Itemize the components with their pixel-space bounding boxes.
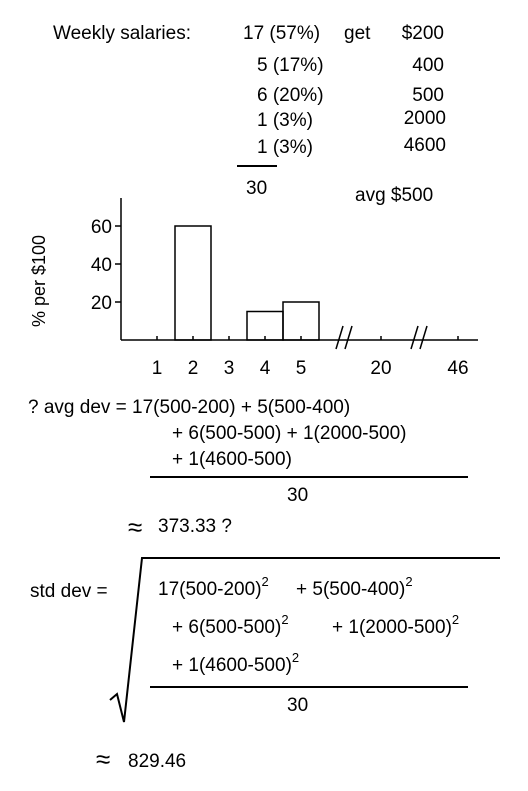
salary-row-get: get (344, 23, 371, 44)
salary-row-amount: 2000 (403, 108, 446, 129)
y-tick-label: 60 (91, 217, 112, 238)
std-dev-result: 829.46 (128, 751, 187, 772)
avg-dev-line1: ? avg dev = 17(500-200) + 5(500-400) (28, 397, 351, 418)
x-tick-label: 5 (296, 358, 307, 379)
salary-row-amount: 400 (412, 55, 444, 76)
salary-row-amount: 500 (412, 85, 444, 106)
avg-dev-line3: + 1(4600-500) (172, 449, 292, 470)
x-tick-label: 3 (224, 358, 235, 379)
x-tick-label: 4 (260, 358, 271, 379)
axis-break-marks (335, 325, 428, 350)
salary-row-count: 5 (17%) (257, 55, 324, 76)
std-dev-term: + 6(500-500)2 (172, 611, 289, 638)
std-dev-term: + 1(2000-500)2 (332, 611, 460, 638)
avg-dev-result: 373.33 ? (158, 516, 232, 537)
std-dev-label: std dev = (30, 581, 108, 602)
avg-dev-line2: + 6(500-500) + 1(2000-500) (172, 423, 407, 444)
x-tick-label: 20 (370, 358, 391, 379)
x-tick-label: 1 (152, 358, 163, 379)
approx-symbol: ≈ (128, 512, 143, 542)
salary-row-amount: $200 (401, 23, 444, 44)
salaries-label: Weekly salaries: (53, 23, 191, 44)
std-dev-denominator: 30 (287, 695, 309, 716)
avg-dev-denominator: 30 (287, 485, 309, 506)
y-tick-label: 20 (91, 293, 112, 314)
y-tick-label: 40 (91, 255, 112, 276)
std-dev-term: 17(500-200)2 (158, 573, 269, 600)
avg-dev-fraction-bar (150, 476, 468, 478)
salary-row-count: 1 (3%) (257, 137, 313, 158)
std-dev-term: + 5(500-400)2 (296, 573, 413, 600)
salary-row-count: 6 (20%) (257, 85, 324, 106)
salary-row-amount: 4600 (403, 135, 446, 156)
std-dev-fraction-bar (150, 686, 468, 688)
salary-row-count: 17 (57%) (243, 23, 321, 44)
salary-row-count: 1 (3%) (257, 110, 313, 131)
approx-symbol: ≈ (96, 744, 111, 774)
x-tick-label: 46 (447, 358, 468, 379)
salary-total: 30 (246, 178, 268, 199)
std-dev-term: + 1(4600-500)2 (172, 649, 300, 676)
sum-rule (237, 165, 277, 167)
x-tick-label: 2 (188, 358, 199, 379)
salary-average: avg $500 (355, 185, 434, 206)
